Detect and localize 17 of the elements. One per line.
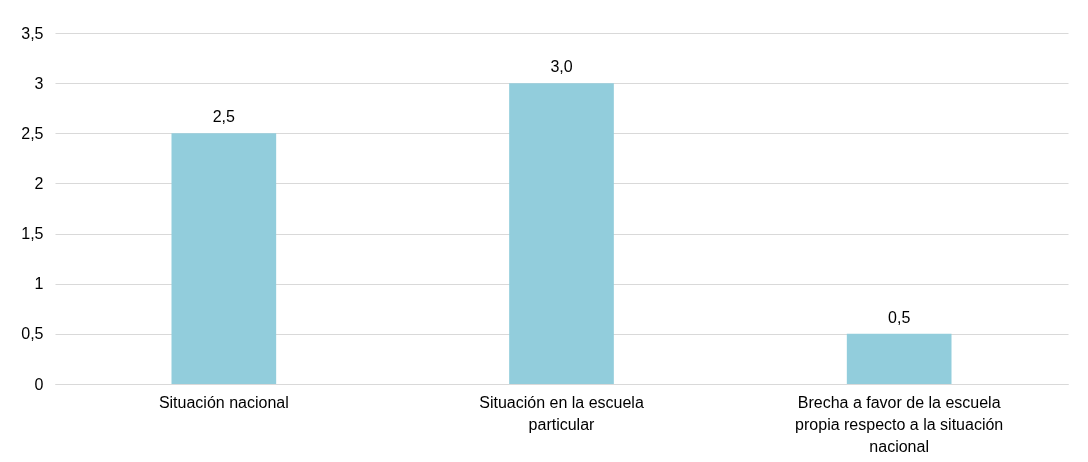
x-tick-label: Situación nacional bbox=[158, 393, 289, 411]
data-label: 2,5 bbox=[212, 108, 236, 126]
y-tick-label: 3 bbox=[34, 74, 44, 92]
bar bbox=[171, 133, 277, 384]
data-label: 3,0 bbox=[550, 58, 573, 76]
bar bbox=[509, 83, 614, 384]
x-tick-label: Brecha a favor de la escuela propia respecto a la situación nacional bbox=[795, 393, 1004, 455]
y-tick-label: 1,5 bbox=[21, 225, 44, 243]
x-tick-label: Situación en la escuela particular bbox=[479, 393, 644, 433]
data-label: 0,5 bbox=[888, 308, 911, 326]
y-tick-label: 1 bbox=[34, 275, 44, 293]
y-tick-label: 2 bbox=[34, 174, 44, 192]
bar bbox=[846, 333, 952, 384]
y-tick-label: 0 bbox=[34, 375, 44, 393]
y-tick-label: 0,5 bbox=[21, 325, 44, 343]
y-tick-label: 3,5 bbox=[21, 24, 44, 42]
y-tick-label: 2,5 bbox=[21, 124, 44, 142]
